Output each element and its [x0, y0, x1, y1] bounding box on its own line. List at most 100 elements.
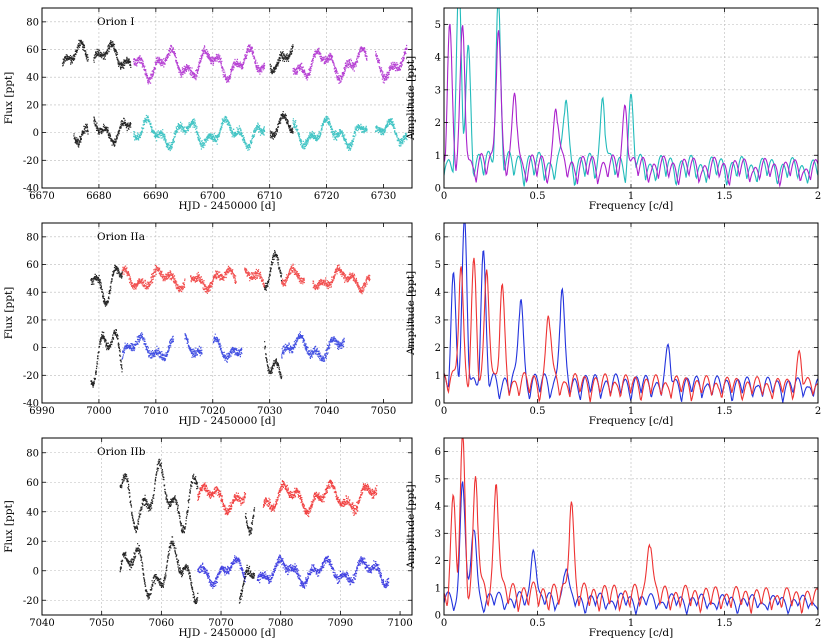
y-tick-label: 40: [26, 288, 39, 299]
y-tick-label: 0: [435, 184, 441, 195]
y-tick-label: 20: [26, 537, 39, 548]
y-tick-label: -40: [23, 184, 39, 195]
panel-orion-iia-lightcurve: 6990 7000 7010 7020 7030 7040 7050 -40 -20 0 20 40 6…: [3, 222, 413, 427]
panel-orion-iia-periodogram: 0 0.5 1 1.5 2 0 1 2 3 4 5 6 Frequency [c/d] Amplitude…: [405, 222, 821, 427]
y-axis-label: Flux [ppt]: [3, 287, 15, 340]
panel-title: Orion IIb: [97, 446, 146, 458]
y-tick-label: -20: [23, 371, 39, 382]
y-axis-label: Amplitude [ppt]: [405, 56, 417, 141]
y-tick-label: 6: [435, 447, 441, 458]
y-tick-label: 3: [435, 85, 441, 96]
grid: [444, 8, 818, 188]
x-tick-label: 7100: [387, 618, 412, 629]
x-tick-label: 6670: [29, 191, 54, 202]
x-tick-label: 6990: [29, 406, 54, 417]
x-tick-label: 7030: [257, 406, 282, 417]
ticks: 6670 6680 6690 6700 6710 6720 6730 -40 -20 0 20 40 6…: [23, 8, 412, 202]
ticks: 0 0.5 1 1.5 2 0 1 2 3 4 5 6: [435, 223, 821, 417]
x-tick-label: 7050: [371, 406, 396, 417]
data-layer: [444, 438, 818, 615]
x-tick-label: 7040: [314, 406, 339, 417]
y-tick-label: 6: [435, 232, 441, 243]
y-tick-label: 0: [33, 128, 39, 139]
y-tick-label: -40: [23, 399, 39, 410]
y-tick-label: 0: [435, 611, 441, 622]
x-axis-label: HJD - 2450000 [d]: [178, 200, 275, 212]
x-tick-label: 1.5: [717, 191, 733, 202]
series-3-points: [119, 536, 256, 605]
x-tick-label: 7040: [29, 618, 54, 629]
y-tick-label: 2: [435, 556, 441, 567]
x-axis-label: HJD - 2450000 [d]: [178, 415, 275, 427]
panel-orion-i-periodogram: 0 0.5 1 1.5 2 0 1 2 3 4 5 Frequency [c/d] Amplitude …: [405, 7, 821, 212]
y-tick-label: 4: [435, 53, 441, 64]
x-tick-label: 6710: [257, 191, 282, 202]
y-tick-label: 0: [33, 343, 39, 354]
panel-orion-iib-periodogram: 0 0.5 1 1.5 2 0 1 2 3 4 5 6 Frequency [c/d] Amplitude…: [405, 437, 821, 639]
grid: [42, 438, 412, 615]
ticks: 6990 7000 7010 7020 7030 7040 7050 -40 -20 0 20 40 6…: [23, 223, 412, 417]
y-tick-label: 80: [26, 232, 39, 243]
y-tick-label: 40: [26, 73, 39, 84]
x-tick-label: 7020: [200, 406, 225, 417]
series-0-line: [444, 223, 818, 403]
y-tick-label: 4: [435, 502, 441, 513]
y-tick-label: 3: [435, 529, 441, 540]
y-tick-label: 5: [435, 474, 441, 485]
x-tick-label: 6690: [143, 191, 168, 202]
series-1-line: [444, 23, 818, 188]
grid: [444, 223, 818, 403]
x-tick-label: 0: [441, 406, 447, 417]
x-axis-label: Frequency [c/d]: [589, 200, 673, 212]
data-layer: [61, 39, 408, 152]
ticks: 0 0.5 1 1.5 2 0 1 2 3 4 5 6: [435, 438, 821, 629]
x-tick-label: 2: [815, 618, 821, 629]
y-tick-label: 1: [435, 583, 441, 594]
x-tick-label: 0.5: [530, 191, 546, 202]
x-tick-label: 6730: [371, 191, 396, 202]
y-tick-label: 20: [26, 100, 39, 111]
x-tick-label: 0.5: [530, 618, 546, 629]
x-tick-label: 0: [441, 191, 447, 202]
x-tick-label: 2: [815, 191, 821, 202]
grid: [444, 438, 818, 615]
data-layer: [444, 223, 818, 403]
y-tick-label: 0: [33, 566, 39, 577]
panel-orion-i-lightcurve: 6670 6680 6690 6700 6710 6720 6730 -40 -20 0 20 40 6…: [3, 7, 413, 212]
data-layer: [119, 458, 390, 605]
series-0-points: [121, 263, 371, 295]
y-tick-label: 60: [26, 260, 39, 271]
y-axis-label: Flux [ppt]: [3, 72, 15, 125]
series-1-points: [61, 39, 294, 75]
y-tick-label: 20: [26, 315, 39, 326]
series-2-points: [197, 554, 390, 589]
series-2-points: [121, 331, 345, 363]
ticks: 7040 7050 7060 7070 7080 7090 7100 -20 0 20 40 60 80: [23, 438, 413, 629]
x-tick-label: 0.5: [530, 406, 546, 417]
x-tick-label: 1: [628, 618, 634, 629]
plot-frame: [41, 437, 413, 616]
y-tick-label: 2: [435, 118, 441, 129]
series-0-points: [133, 44, 408, 85]
plot-frame: [41, 222, 413, 404]
x-axis-label: Frequency [c/d]: [589, 415, 673, 427]
x-tick-label: 7080: [268, 618, 293, 629]
data-layer: [90, 250, 371, 388]
data-layer: [444, 8, 818, 188]
y-tick-label: 5: [435, 20, 441, 31]
x-tick-label: 1.5: [717, 406, 733, 417]
x-tick-label: 2: [815, 406, 821, 417]
x-axis-label: Frequency [c/d]: [589, 627, 673, 639]
panel-title: Orion IIa: [97, 231, 145, 243]
y-tick-label: 0: [435, 399, 441, 410]
grid: [42, 8, 412, 188]
x-tick-label: 7090: [328, 618, 353, 629]
y-axis-label: Amplitude [ppt]: [405, 484, 417, 569]
x-axis-label: HJD - 2450000 [d]: [178, 627, 275, 639]
series-1-line: [444, 438, 818, 614]
x-tick-label: 7050: [89, 618, 114, 629]
x-tick-label: 6720: [314, 191, 339, 202]
y-tick-label: -20: [23, 596, 39, 607]
y-tick-label: 60: [26, 45, 39, 56]
y-tick-label: 3: [435, 315, 441, 326]
